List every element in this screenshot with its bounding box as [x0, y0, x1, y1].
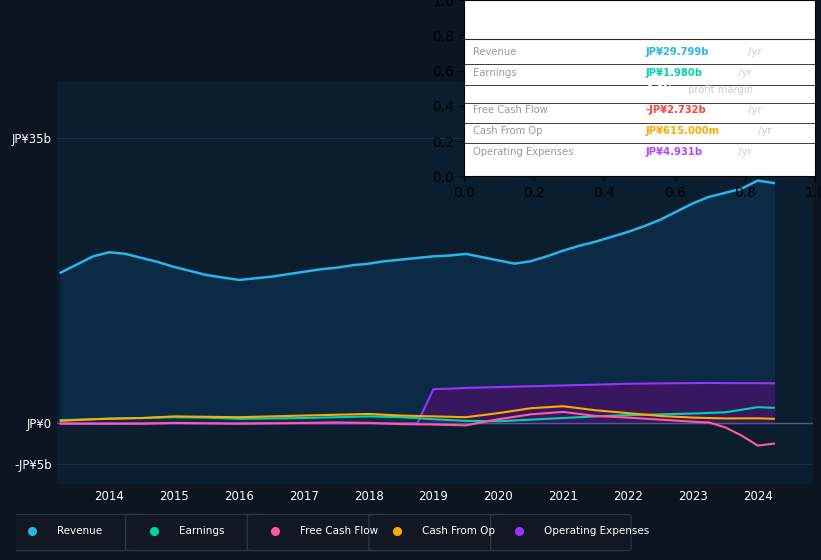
Text: Cash From Op: Cash From Op	[473, 125, 542, 136]
Text: -JP¥2.732b: -JP¥2.732b	[646, 105, 707, 115]
Text: profit margin: profit margin	[686, 85, 754, 95]
Text: Mar 31 2024: Mar 31 2024	[473, 23, 561, 36]
Text: /yr: /yr	[735, 68, 751, 78]
Text: /yr: /yr	[745, 47, 761, 57]
FancyBboxPatch shape	[4, 514, 144, 550]
Text: /yr: /yr	[745, 105, 761, 115]
FancyBboxPatch shape	[491, 514, 631, 550]
Text: Revenue: Revenue	[473, 47, 516, 57]
Text: Revenue: Revenue	[57, 526, 102, 536]
Text: JP¥29.799b: JP¥29.799b	[646, 47, 709, 57]
Text: Earnings: Earnings	[473, 68, 516, 78]
Text: JP¥1.980b: JP¥1.980b	[646, 68, 703, 78]
Text: 6.6%: 6.6%	[646, 85, 674, 95]
Text: JP¥615.000m: JP¥615.000m	[646, 125, 720, 136]
Text: /yr: /yr	[754, 125, 771, 136]
Text: Free Cash Flow: Free Cash Flow	[300, 526, 378, 536]
Text: Earnings: Earnings	[179, 526, 224, 536]
Text: Operating Expenses: Operating Expenses	[544, 526, 649, 536]
FancyBboxPatch shape	[247, 514, 388, 550]
FancyBboxPatch shape	[369, 514, 509, 550]
FancyBboxPatch shape	[126, 514, 266, 550]
Text: JP¥4.931b: JP¥4.931b	[646, 147, 703, 157]
Text: Operating Expenses: Operating Expenses	[473, 147, 573, 157]
Text: Cash From Op: Cash From Op	[422, 526, 495, 536]
Text: /yr: /yr	[735, 147, 751, 157]
Text: Free Cash Flow: Free Cash Flow	[473, 105, 548, 115]
